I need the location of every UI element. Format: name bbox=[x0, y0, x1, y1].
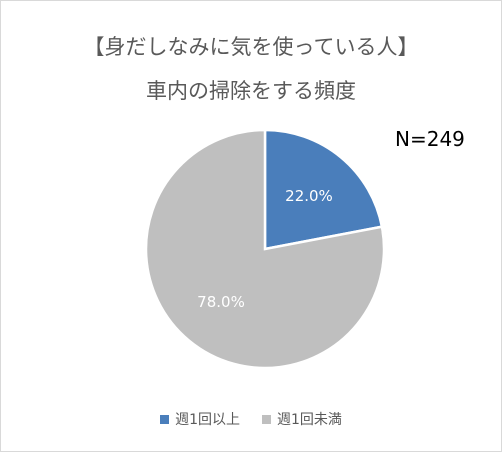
legend-item-weekly-or-more: 週1回以上 bbox=[160, 409, 240, 429]
data-label-less-than-weekly: 78.0% bbox=[197, 293, 245, 311]
legend: 週1回以上 週1回未満 bbox=[1, 409, 501, 429]
legend-item-less-than-weekly: 週1回未満 bbox=[262, 409, 342, 429]
data-label-weekly-or-more: 22.0% bbox=[285, 187, 333, 205]
chart-title: 【身だしなみに気を使っている人】 bbox=[83, 35, 419, 59]
sample-size-annotation: N=249 bbox=[395, 127, 465, 151]
legend-label-weekly-or-more: 週1回以上 bbox=[175, 412, 240, 428]
chart-subtitle: 車内の掃除をする頻度 bbox=[146, 79, 356, 103]
pie-slice-weekly-or-more bbox=[263, 128, 384, 251]
legend-label-less-than-weekly: 週1回未満 bbox=[277, 412, 342, 428]
pie-slice-less-than-weekly bbox=[144, 128, 386, 370]
legend-swatch-less-than-weekly bbox=[262, 414, 271, 424]
legend-swatch-weekly-or-more bbox=[160, 414, 170, 424]
